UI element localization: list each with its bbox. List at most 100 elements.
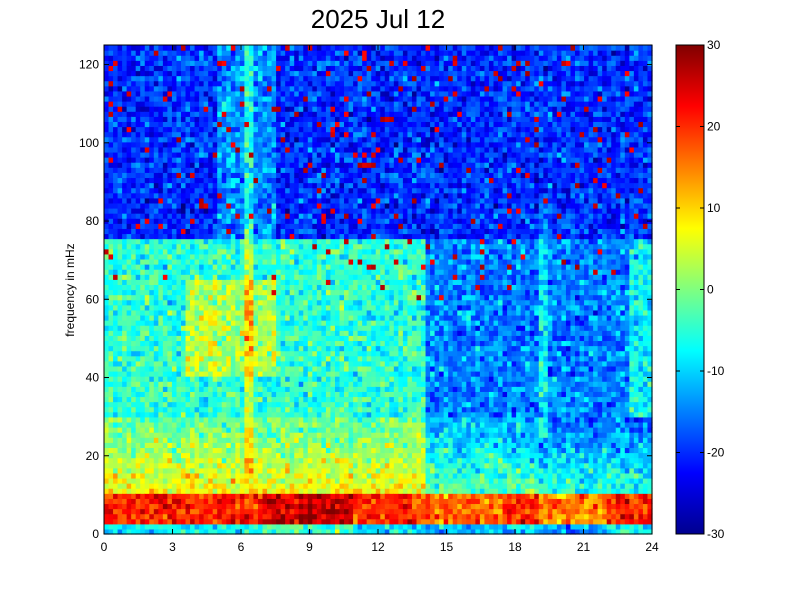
heat-cell <box>208 299 214 306</box>
heat-cell <box>149 218 155 224</box>
heat-cell <box>312 126 318 133</box>
heat-cell <box>230 228 236 235</box>
heat-cell <box>104 477 110 484</box>
heat-cell <box>276 416 282 423</box>
heat-cell <box>108 279 114 285</box>
heat-cell <box>239 309 245 316</box>
heat-cell <box>158 467 164 474</box>
heat-cell <box>257 411 264 418</box>
heat-cell <box>144 95 150 102</box>
heat-cell <box>253 208 259 214</box>
heat-cell <box>330 101 336 107</box>
heat-cell <box>316 396 322 403</box>
heat-cell <box>312 421 318 428</box>
heat-cell <box>113 437 119 443</box>
heat-cell <box>113 396 119 403</box>
heat-cell <box>253 269 259 275</box>
heat-cell <box>104 243 110 250</box>
heat-cell <box>180 197 187 204</box>
heat-cell <box>176 472 182 479</box>
heat-cell <box>325 381 332 387</box>
heat-cell <box>230 50 236 56</box>
heat-cell <box>303 269 309 275</box>
heat-cell <box>294 498 300 505</box>
heat-cell <box>126 360 132 367</box>
heat-cell <box>140 151 146 158</box>
heat-cell <box>262 477 268 484</box>
heat-cell <box>126 406 132 413</box>
heat-cell <box>171 172 178 179</box>
heat-cell <box>312 238 318 245</box>
heat-cell <box>253 304 259 311</box>
heat-cell <box>321 513 327 520</box>
heat-cell <box>330 299 336 306</box>
heat-cell <box>176 146 182 153</box>
heat-cell <box>153 60 159 66</box>
heat-cell <box>257 345 264 352</box>
heat-cell <box>144 452 150 459</box>
heat-cell <box>126 335 132 342</box>
heat-cell <box>167 55 173 61</box>
heat-cell <box>162 503 169 510</box>
heat-cell <box>303 264 309 270</box>
heat-cell <box>244 60 250 66</box>
heat-cell <box>117 320 123 326</box>
heat-cell <box>257 177 264 184</box>
heat-cell <box>171 345 178 352</box>
heat-cell <box>190 151 196 158</box>
heat-cell <box>113 513 119 520</box>
heat-cell <box>230 85 236 92</box>
heat-cell <box>267 427 273 433</box>
heat-cell <box>208 477 214 484</box>
heat-cell <box>153 503 159 510</box>
heat-cell <box>235 503 241 510</box>
heat-cell <box>307 345 313 352</box>
heat-cell <box>104 299 110 306</box>
heat-cell <box>239 248 245 255</box>
heat-cell <box>126 126 132 133</box>
heat-cell <box>298 462 304 469</box>
heat-cell <box>167 131 173 138</box>
heat-cell <box>330 477 336 484</box>
heat-cell <box>298 371 304 377</box>
heat-cell <box>149 406 155 413</box>
heat-cell <box>122 177 128 184</box>
heat-cell <box>149 182 155 189</box>
heat-cell <box>203 335 209 342</box>
heat-cell <box>113 467 119 474</box>
heat-cell <box>217 513 223 520</box>
heat-cell <box>117 437 123 443</box>
heat-cell <box>321 472 327 479</box>
heat-cell <box>162 136 169 143</box>
heat-cell <box>325 427 332 433</box>
heat-cell <box>158 197 164 204</box>
heat-cell <box>194 488 200 494</box>
heat-cell <box>298 197 304 204</box>
heat-cell <box>330 243 336 250</box>
heat-cell <box>217 192 223 199</box>
heat-cell <box>217 182 223 189</box>
heat-cell <box>334 325 341 331</box>
heat-cell <box>276 294 282 301</box>
heat-cell <box>108 350 114 357</box>
heat-cell <box>176 238 182 245</box>
heat-cell <box>203 65 209 72</box>
heat-cell <box>185 151 191 158</box>
heat-cell <box>135 421 141 428</box>
heat-cell <box>271 371 277 377</box>
heat-cell <box>153 146 159 153</box>
heat-cell <box>153 243 159 250</box>
heat-cell <box>217 177 223 184</box>
heat-cell <box>104 121 110 128</box>
heat-cell <box>325 477 332 484</box>
heat-cell <box>108 314 114 321</box>
heat-cell <box>171 462 178 469</box>
heat-cell <box>248 177 255 184</box>
heat-cell <box>212 498 218 505</box>
heat-cell <box>199 187 205 194</box>
heat-cell <box>257 136 264 143</box>
heat-cell <box>321 371 327 377</box>
heat-cell <box>104 523 110 530</box>
heat-cell <box>212 381 218 387</box>
heat-cell <box>257 167 264 173</box>
